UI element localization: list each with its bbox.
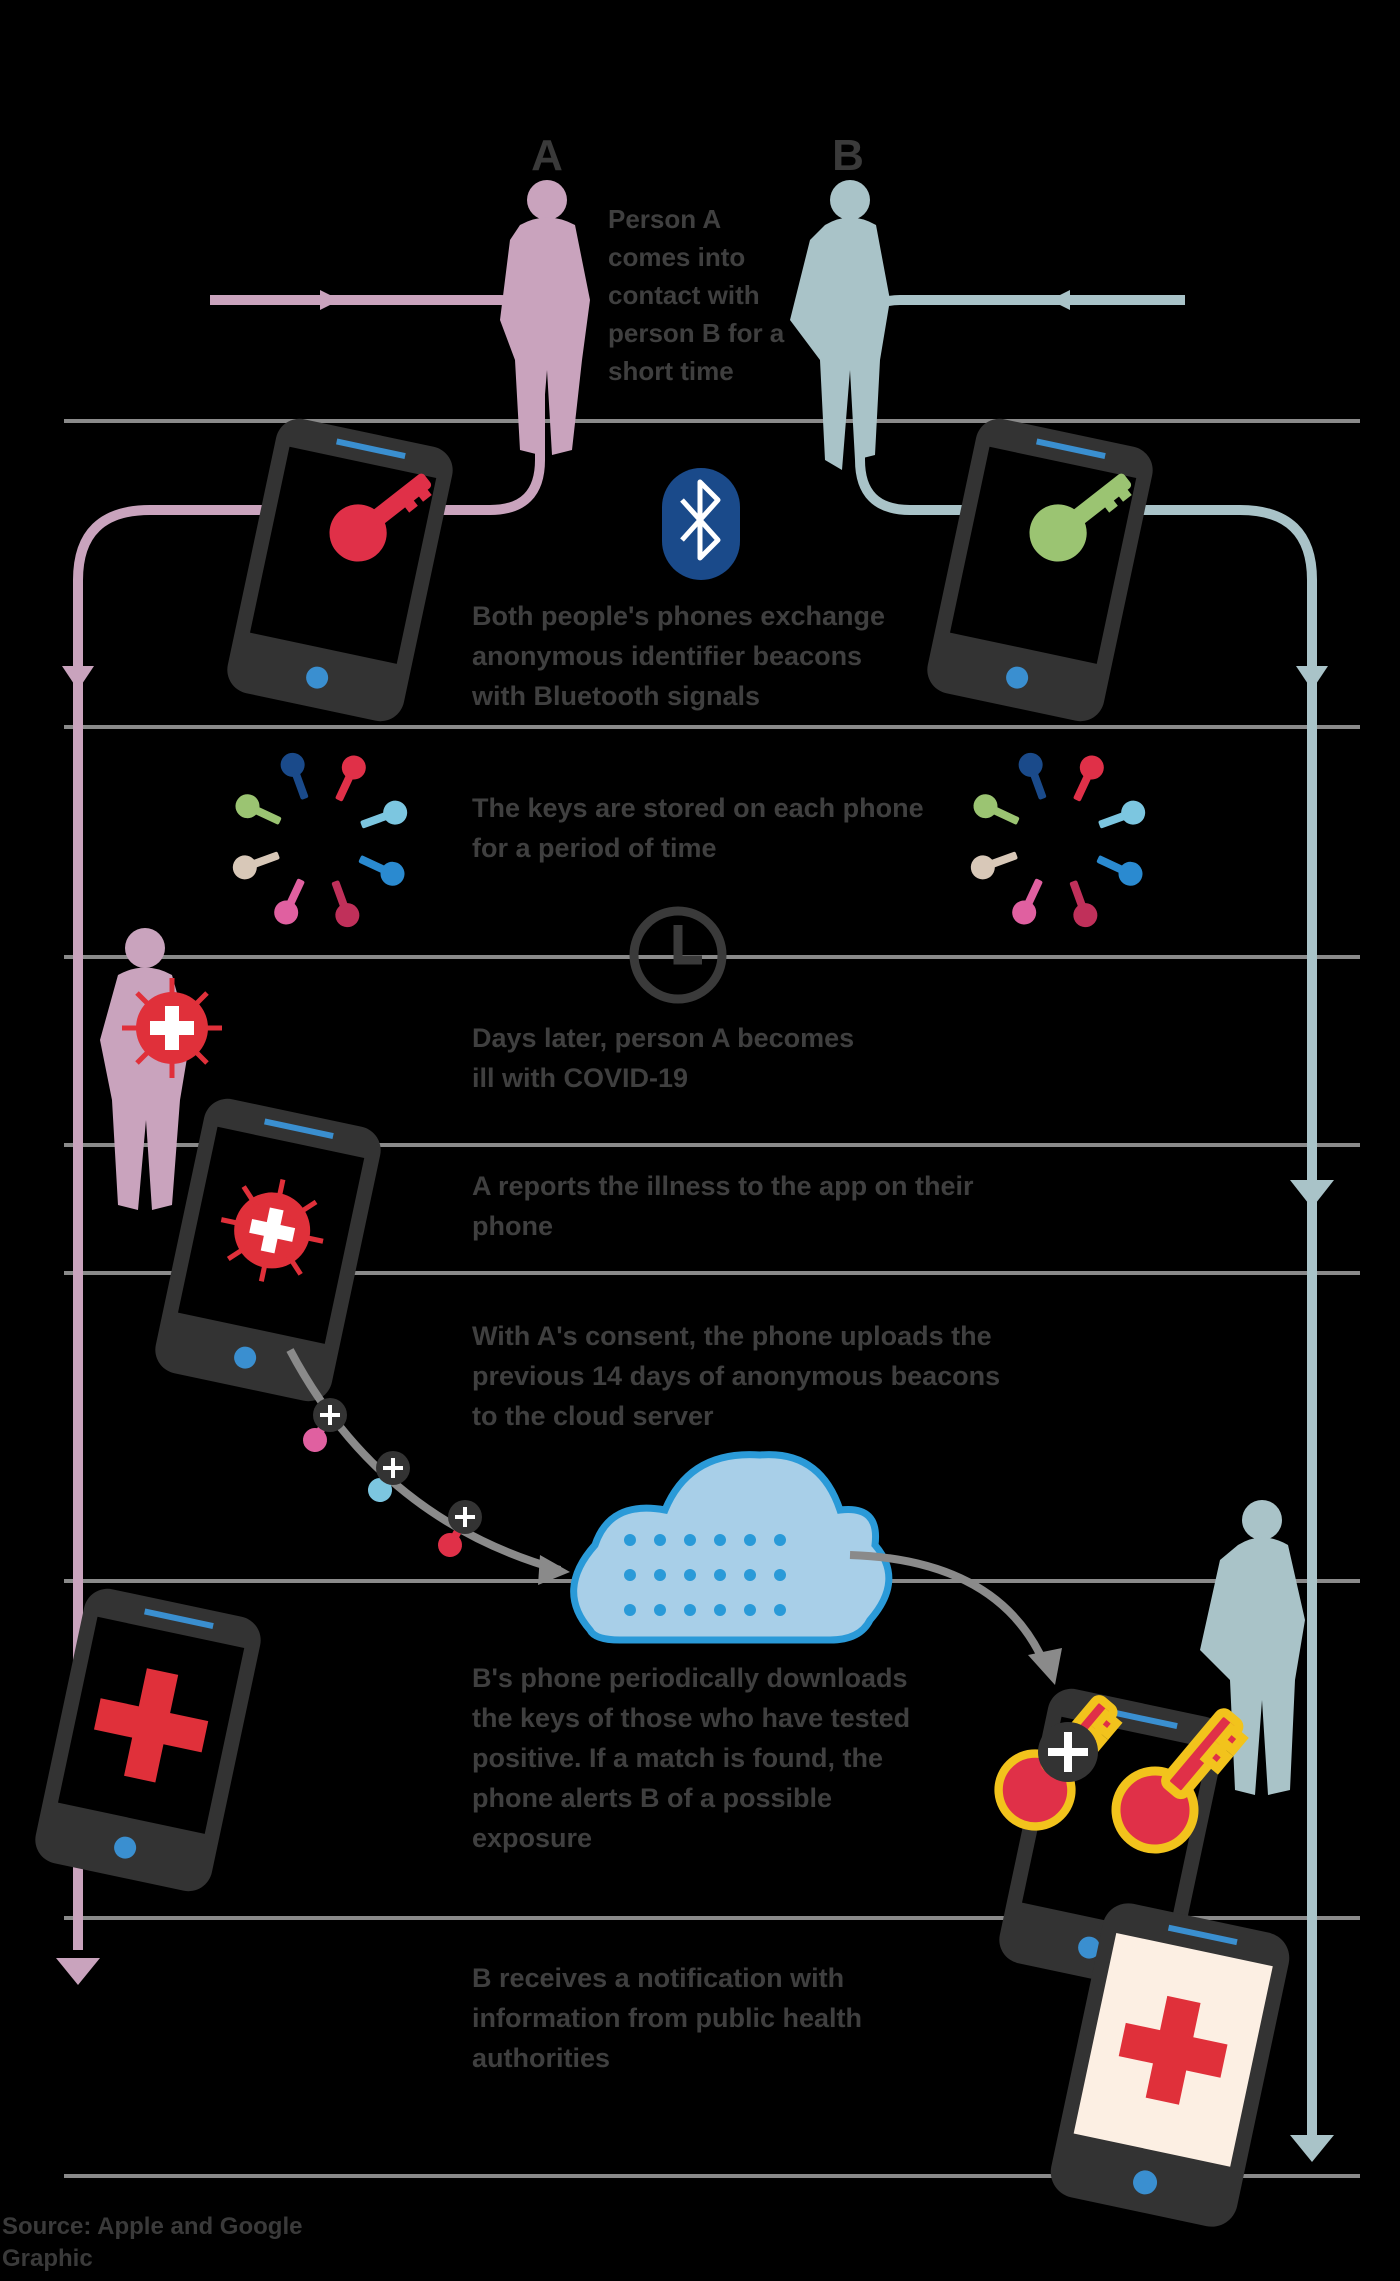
phone-icon (35, 1588, 261, 1892)
cloud-icon (570, 1451, 893, 1644)
step-exchange-text: Both people's phones exchange anonymous … (472, 601, 885, 711)
bluetooth-icon (662, 468, 740, 580)
meet-text: Person A comes into contact with person … (608, 204, 785, 386)
arrow-down-icon (56, 290, 340, 1985)
key-ring-a (229, 749, 411, 931)
person-b-icon (790, 180, 890, 470)
person-a-label: A (531, 131, 563, 180)
key-ring-b (967, 749, 1149, 931)
person-a-ill-icon (100, 928, 190, 1210)
step-days-later-text: Days later, person A becomes ill with CO… (472, 1023, 855, 1093)
step-alert-text: B receives a notification with informati… (472, 1963, 862, 2073)
clock-icon (629, 906, 727, 1004)
graphic-credit: Graphic (2, 2245, 93, 2272)
source-note: Source: Apple and Google (2, 2213, 303, 2240)
arrow-down-icon (1050, 290, 1334, 2162)
step-download-text: B's phone periodically downloads the key… (472, 1663, 911, 1853)
person-b-label: B (832, 131, 864, 180)
step-report-text: A reports the illness to the app on thei… (472, 1171, 974, 1241)
step-upload-text: With A's consent, the phone uploads the … (472, 1321, 1001, 1431)
step-store-text: The keys are stored on each phone for a … (472, 793, 924, 863)
phone-icon (155, 1098, 381, 1402)
red-cross-icon (1118, 1995, 1228, 2105)
positive-badge-icon (1038, 1722, 1098, 1782)
phone-icon (227, 418, 453, 722)
virus-icon (122, 978, 222, 1078)
red-cross-icon (93, 1668, 209, 1783)
phone-icon (1050, 1903, 1290, 2227)
virus-icon (220, 1179, 324, 1282)
person-a-icon (500, 180, 590, 455)
download-trail (849, 1551, 1062, 1685)
person-b-icon (1200, 1500, 1305, 1795)
upload-trail (286, 1348, 570, 1585)
phone-icon (927, 418, 1153, 722)
